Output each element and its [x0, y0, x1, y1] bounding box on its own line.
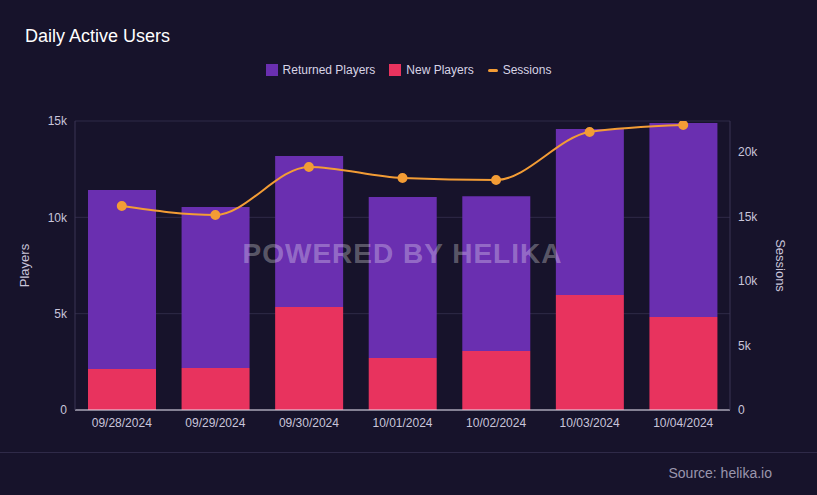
html-text:New Players: New Players [406, 63, 474, 77]
svg-text:20k: 20k [738, 145, 758, 159]
svg-text:0: 0 [60, 403, 67, 417]
html-text:Source: helika.io: Source: helika.io [668, 465, 772, 481]
svg-text:10k: 10k [48, 211, 68, 225]
svg-text:10/04/2024: 10/04/2024 [653, 416, 713, 430]
svg-text:15k: 15k [48, 114, 68, 128]
svg-text:5k: 5k [54, 307, 68, 321]
html-text:Sessions: Sessions [502, 63, 552, 77]
html-text:POWERED BY HELIKA: POWERED BY HELIKA [242, 238, 563, 269]
svg-text:Sessions: Sessions [773, 239, 788, 292]
svg-text:09/28/2024: 09/28/2024 [92, 416, 152, 430]
svg-text:5k: 5k [738, 339, 752, 353]
svg-text:15k: 15k [738, 210, 758, 224]
svg-text:10/03/2024: 10/03/2024 [560, 416, 620, 430]
html-text:Returned Players: Returned Players [282, 63, 376, 77]
svg-text:09/29/2024: 09/29/2024 [185, 416, 245, 430]
svg-text:Players: Players [17, 243, 32, 287]
svg-text:10/01/2024: 10/01/2024 [372, 416, 432, 430]
svg-text:0: 0 [738, 403, 745, 417]
svg-text:10k: 10k [738, 274, 758, 288]
html-text:Daily Active Users: Daily Active Users [25, 26, 170, 46]
svg-text:10/02/2024: 10/02/2024 [466, 416, 526, 430]
svg-text:09/30/2024: 09/30/2024 [279, 416, 339, 430]
